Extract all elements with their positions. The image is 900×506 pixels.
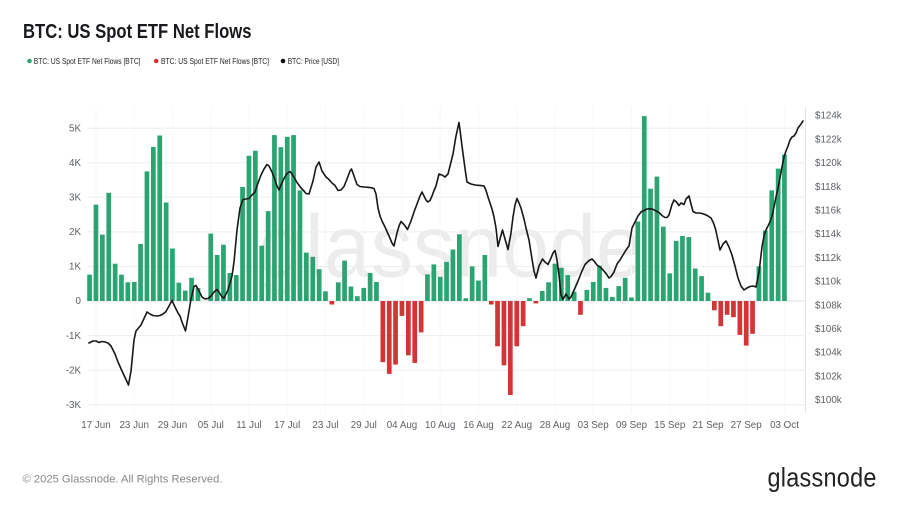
svg-text:BTC: US Spot ETF Net Flows [BT: BTC: US Spot ETF Net Flows [BTC] — [34, 56, 141, 66]
svg-text:-2K: -2K — [66, 365, 82, 376]
svg-text:5K: 5K — [69, 123, 81, 134]
svg-text:glassnode: glassnode — [768, 463, 877, 493]
svg-text:-1K: -1K — [66, 331, 82, 342]
svg-text:21 Sep: 21 Sep — [692, 420, 724, 431]
svg-text:2K: 2K — [69, 227, 81, 238]
svg-text:3K: 3K — [69, 193, 81, 204]
svg-text:$108k: $108k — [815, 300, 842, 311]
svg-text:1K: 1K — [69, 262, 81, 273]
svg-text:04 Aug: 04 Aug — [387, 420, 418, 431]
svg-text:22 Aug: 22 Aug — [502, 420, 533, 431]
svg-text:0: 0 — [76, 296, 82, 307]
svg-text:29 Jun: 29 Jun — [158, 420, 187, 431]
svg-text:15 Sep: 15 Sep — [654, 420, 686, 431]
svg-text:$112k: $112k — [815, 253, 841, 264]
svg-text:17 Jul: 17 Jul — [274, 420, 300, 431]
svg-text:$116k: $116k — [815, 206, 841, 217]
svg-text:27 Sep: 27 Sep — [731, 420, 763, 431]
svg-text:03 Sep: 03 Sep — [578, 420, 610, 431]
svg-text:$102k: $102k — [815, 371, 842, 382]
svg-text:09 Sep: 09 Sep — [616, 420, 648, 431]
svg-text:23 Jul: 23 Jul — [312, 420, 338, 431]
svg-text:glassnode: glassnode — [258, 197, 643, 296]
svg-text:$118k: $118k — [815, 182, 841, 193]
svg-text:$120k: $120k — [815, 158, 842, 169]
svg-text:11 Jul: 11 Jul — [236, 420, 261, 431]
svg-text:$122k: $122k — [815, 134, 842, 145]
svg-text:-3K: -3K — [66, 400, 82, 411]
svg-text:23 Jun: 23 Jun — [119, 420, 148, 431]
svg-text:$110k: $110k — [815, 277, 841, 288]
svg-text:4K: 4K — [69, 158, 81, 169]
svg-text:$124k: $124k — [815, 111, 842, 122]
svg-text:$104k: $104k — [815, 348, 842, 359]
svg-text:10 Aug: 10 Aug — [425, 420, 456, 431]
svg-text:$106k: $106k — [815, 324, 842, 335]
svg-text:05 Jul: 05 Jul — [198, 420, 224, 431]
svg-text:$114k: $114k — [815, 229, 841, 240]
svg-text:© 2025 Glassnode. All Rights R: © 2025 Glassnode. All Rights Reserved. — [23, 474, 223, 486]
svg-text:28 Aug: 28 Aug — [540, 420, 571, 431]
svg-text:03 Oct: 03 Oct — [770, 420, 799, 431]
svg-text:BTC: US Spot ETF Net Flows: BTC: US Spot ETF Net Flows — [23, 21, 252, 43]
svg-text:BTC: US Spot ETF Net Flows [BT: BTC: US Spot ETF Net Flows [BTC] — [161, 56, 269, 66]
svg-text:16 Aug: 16 Aug — [463, 420, 494, 431]
svg-text:29 Jul: 29 Jul — [351, 420, 377, 431]
svg-text:$100k: $100k — [815, 395, 842, 406]
svg-text:17 Jun: 17 Jun — [81, 420, 110, 431]
svg-text:BTC: Price [USD]: BTC: Price [USD] — [288, 56, 339, 66]
